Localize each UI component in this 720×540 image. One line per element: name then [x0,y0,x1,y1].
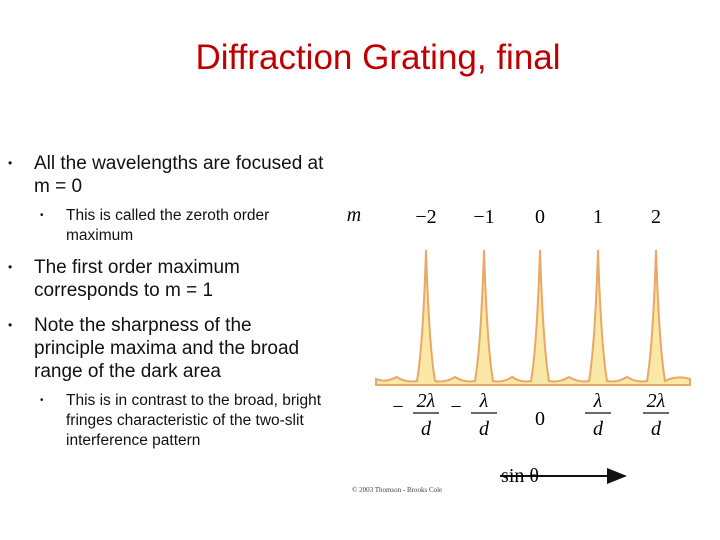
credit: © 2003 Thomson - Brooks Cole [352,486,442,494]
bullet: Note the sharpness of the principle maxi… [8,314,324,383]
order-value: −1 [473,206,494,228]
numerator: 2λ [647,390,666,412]
order-label: m [347,204,361,226]
sub-bullet: This is in contrast to the broad, bright… [8,391,336,451]
sign: − [450,396,461,418]
numerator: λ [593,390,603,412]
order-value: 1 [593,206,603,228]
sign: − [392,396,403,418]
numerator: λ [479,390,489,412]
position-value: 0 [535,408,545,430]
numerator: 2λ [417,390,436,412]
denominator: d [651,418,662,440]
denominator: d [593,418,604,440]
bullet: All the wavelengths are focused at m = 0 [8,152,324,198]
order-value: −2 [415,206,436,228]
bullet-list: All the wavelengths are focused at m = 0… [8,152,338,461]
intensity-curve [375,249,691,386]
sub-bullet: This is called the zeroth order maximum [8,206,336,246]
diffraction-figure: m sin θ © 2003 Thomson - Brooks Cole −2−… [347,204,691,494]
order-value: 2 [651,206,661,228]
denominator: d [421,418,432,440]
axis-label: sin θ [501,465,539,487]
bullet: The first order maximum corresponds to m… [8,256,324,302]
order-value: 0 [535,206,545,228]
slide-title: Diffraction Grating, final [195,38,561,77]
denominator: d [479,418,490,440]
